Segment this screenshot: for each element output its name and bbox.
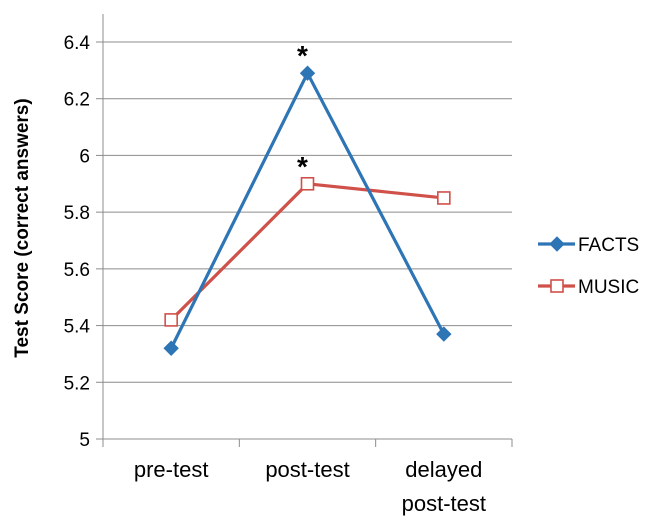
series-line-music [170,182,444,322]
y-tick-label: 5.6 [64,260,90,281]
series-line-facts [169,71,446,349]
legend-label-music: MUSIC [578,277,639,298]
data-point-music [437,191,451,205]
data-point-music [164,313,178,327]
axes [96,14,513,447]
data-point-facts [299,65,316,81]
data-point-music [300,176,315,191]
y-tick-labels: 5 5.2 5.4 5.6 5.8 6 6.2 6.4 [64,33,91,451]
y-tick-label: 6.4 [64,33,91,54]
data-point-facts [436,326,452,342]
data-point-facts [163,340,179,356]
annotations: ** [297,40,308,182]
legend-label-facts: FACTS [578,235,639,256]
y-tick-label: 5.4 [64,317,91,338]
y-tick-label: 5.8 [64,203,90,224]
grid-lines [103,41,512,383]
x-tick-label: post-test [265,457,349,482]
y-tick-label: 5 [79,430,90,451]
x-tick-labels: pre-test post-test delayed post-test [134,457,486,516]
legend-marker-facts [549,236,565,252]
legend-marker-music [550,279,564,293]
x-tick-label: pre-test [134,457,209,482]
significance-asterisk: * [297,40,308,71]
y-tick-label: 6.2 [64,90,90,111]
series [163,65,452,356]
y-tick-label: 5.2 [64,373,90,394]
legend: FACTS MUSIC [538,235,639,298]
y-axis-label: Test Score (correct answers) [12,98,33,357]
y-tick-label: 6 [79,146,90,167]
x-tick-label: delayed post-test [402,457,486,516]
significance-asterisk: * [297,151,308,182]
